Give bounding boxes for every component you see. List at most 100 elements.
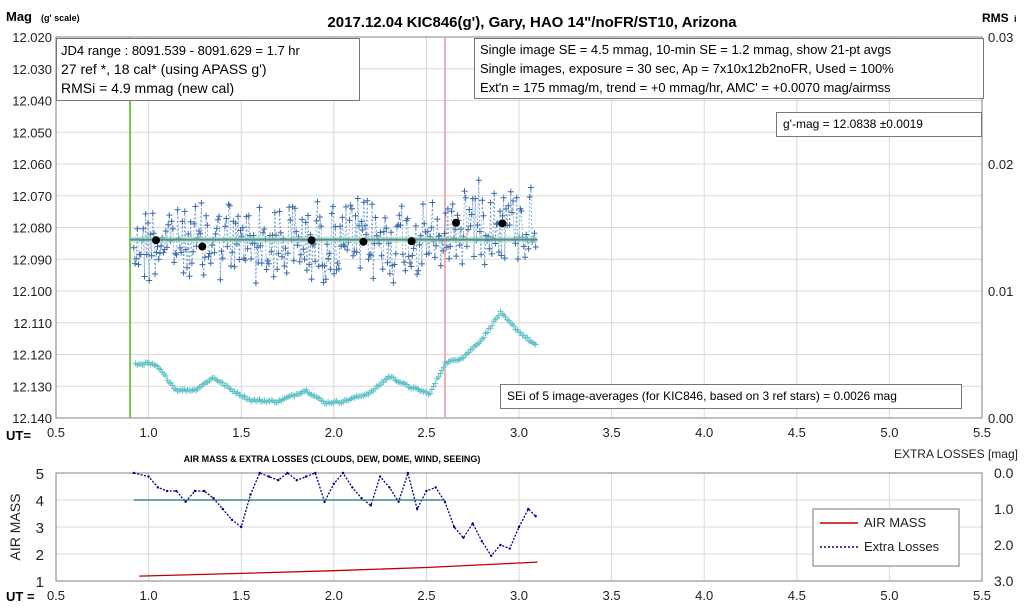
single-image-point bbox=[211, 249, 218, 256]
single-image-point bbox=[476, 228, 483, 235]
single-image-point bbox=[348, 205, 355, 212]
single-image-point bbox=[443, 244, 450, 251]
single-image-point bbox=[181, 208, 188, 215]
single-image-point bbox=[218, 248, 225, 255]
single-image-point bbox=[410, 245, 417, 252]
single-image-point bbox=[372, 214, 379, 221]
bottom-x-tick: 5.0 bbox=[880, 588, 898, 603]
top-y-axis-label: Mag bbox=[6, 9, 32, 24]
extra-losses-point bbox=[360, 497, 363, 500]
extra-losses-point bbox=[304, 475, 308, 478]
rms-point bbox=[437, 370, 444, 377]
single-image-point bbox=[488, 250, 495, 257]
single-image-point bbox=[149, 210, 156, 217]
single-image-point bbox=[335, 265, 342, 272]
single-image-point bbox=[362, 222, 368, 229]
single-image-point bbox=[334, 260, 341, 267]
single-image-point bbox=[401, 259, 408, 266]
single-image-point bbox=[258, 260, 265, 267]
rmsi-text: RMSi = 4.9 mmag (new cal) bbox=[61, 80, 235, 96]
single-image-point bbox=[364, 197, 371, 204]
extra-losses-point bbox=[490, 554, 493, 557]
single-image-point bbox=[509, 209, 515, 216]
extra-losses-point bbox=[351, 486, 354, 489]
single-image-point bbox=[166, 212, 173, 219]
single-image-point bbox=[236, 256, 243, 263]
single-image-point bbox=[158, 242, 165, 249]
top-y-tick: 12.110 bbox=[13, 316, 52, 331]
single-image-point bbox=[287, 217, 294, 223]
extra-losses-point bbox=[165, 489, 169, 493]
info-box-left: JD4 range : 8091.539 - 8091.629 = 1.7 hr… bbox=[56, 38, 360, 101]
rms-point bbox=[438, 367, 445, 374]
single-image-point bbox=[328, 210, 335, 217]
single-image-point bbox=[356, 222, 362, 229]
bottom-y-tick-labels: 5 4 3 2 1 bbox=[36, 466, 44, 591]
single-image-point bbox=[132, 260, 138, 267]
extra-losses-point bbox=[452, 525, 456, 529]
single-image-point bbox=[449, 201, 456, 208]
single-image-point bbox=[282, 245, 289, 252]
extra-losses-point bbox=[397, 500, 400, 503]
single-image-point bbox=[424, 228, 431, 235]
bottom-x-tick: 1.5 bbox=[232, 588, 250, 603]
single-image-point bbox=[429, 199, 436, 206]
single-image-point bbox=[412, 222, 419, 229]
single-image-point bbox=[384, 259, 391, 266]
bottom-y-tick: 2 bbox=[36, 547, 44, 564]
single-image-point bbox=[431, 254, 438, 261]
single-image-point bbox=[471, 253, 477, 260]
single-image-point bbox=[459, 260, 466, 267]
single-image-point bbox=[145, 220, 151, 226]
single-image-point bbox=[130, 244, 137, 251]
single-image-point bbox=[360, 199, 367, 206]
single-image-point bbox=[184, 264, 191, 271]
extra-losses-point bbox=[508, 547, 511, 550]
extra-losses-point bbox=[471, 522, 474, 525]
single-image-point bbox=[293, 228, 300, 235]
single-image-point bbox=[305, 212, 312, 219]
top-y2-axis-sublabel: i bbox=[1014, 14, 1017, 24]
single-image-point bbox=[326, 250, 333, 257]
single-image-point bbox=[354, 195, 361, 202]
single-image-point bbox=[199, 261, 206, 268]
single-image-point bbox=[514, 256, 521, 262]
single-image-point bbox=[306, 261, 313, 268]
single-image-point bbox=[399, 251, 406, 258]
single-image-point bbox=[263, 266, 270, 273]
single-image-point bbox=[404, 215, 411, 222]
single-image-point bbox=[491, 190, 498, 197]
single-image-point bbox=[398, 203, 405, 210]
single-image-point bbox=[446, 255, 453, 262]
single-image-point bbox=[172, 250, 179, 257]
rms-point bbox=[241, 392, 248, 399]
single-image-point bbox=[231, 263, 238, 270]
single-image-point bbox=[513, 194, 520, 201]
average-point bbox=[498, 219, 507, 228]
top-x-tick: 2.0 bbox=[325, 425, 343, 440]
single-image-point bbox=[256, 204, 263, 211]
legend-box bbox=[812, 508, 960, 567]
single-image-point bbox=[173, 251, 180, 258]
single-image-point bbox=[147, 231, 154, 238]
exposure-text: Single images, exposure = 30 sec, Ap = 7… bbox=[480, 61, 894, 76]
single-image-point bbox=[296, 258, 303, 265]
bottom-y-tick: 4 bbox=[36, 493, 44, 510]
top-y2-tick: 0.03 bbox=[988, 30, 1013, 45]
top-y-tick: 12.030 bbox=[12, 62, 52, 77]
top-y2-tick-labels: 0.03 0.02 0.01 0.00 bbox=[988, 30, 1013, 426]
single-image-point bbox=[320, 279, 327, 286]
single-image-point bbox=[407, 259, 413, 266]
single-image-point bbox=[223, 215, 230, 222]
single-image-point bbox=[270, 273, 277, 280]
rms-point bbox=[489, 322, 496, 329]
single-image-point bbox=[350, 252, 357, 259]
single-image-point bbox=[366, 251, 373, 258]
single-image-point bbox=[174, 206, 181, 213]
single-image-point bbox=[261, 226, 268, 232]
top-y-tick: 12.050 bbox=[12, 125, 52, 140]
single-image-point bbox=[421, 220, 428, 227]
single-image-point bbox=[135, 261, 142, 268]
single-image-point bbox=[265, 260, 272, 267]
single-image-point bbox=[506, 222, 513, 228]
